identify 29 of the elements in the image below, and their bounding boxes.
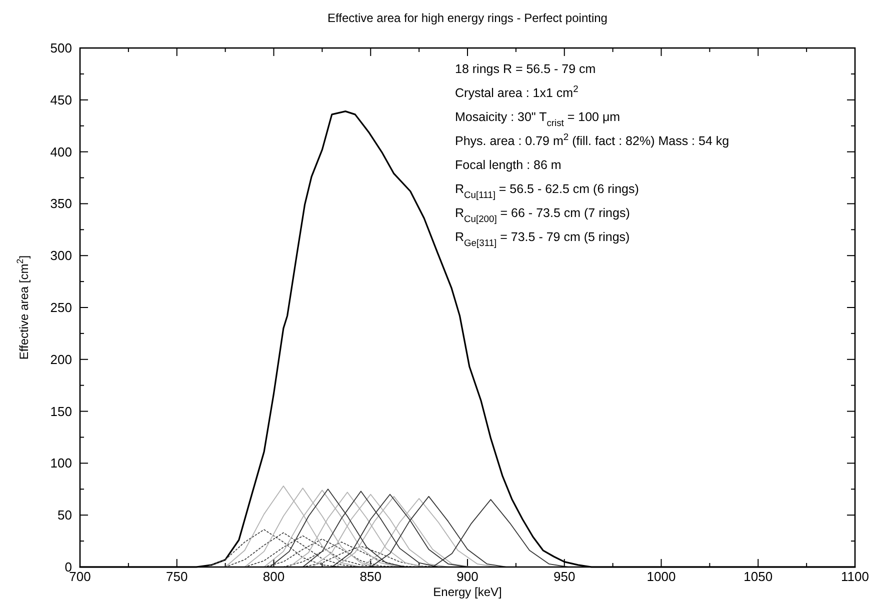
annotation: Focal length : 86 m (455, 158, 562, 172)
annotation: 18 rings R = 56.5 - 79 cm (455, 62, 596, 76)
annotation: R$_{Cu[200]}$ = 66 - 73.5 cm (7 rings) (455, 206, 630, 224)
x-tick-label: 900 (456, 569, 478, 584)
y-tick-label: 50 (58, 508, 72, 523)
y-tick-label: 150 (50, 404, 72, 419)
annotation: R$_{Ge[311]}$ = 73.5 - 79 cm (5 rings) (455, 230, 630, 248)
x-tick-label: 1000 (646, 569, 676, 584)
annotation: Phys. area : 0.79 m$^{2}$ (fill. fact : 82%) Mass : 54 kg (455, 132, 730, 148)
y-tick-label: 100 (50, 456, 72, 471)
y-tick-label: 300 (50, 248, 72, 264)
x-tick-label: 750 (166, 569, 188, 584)
y-tick-label: 200 (50, 352, 72, 367)
y-tick-label: 250 (50, 300, 72, 315)
annotation: Mosaicity : 30" T$_{crist}$ = 100 μm (455, 110, 620, 128)
x-axis-title: Energy [keV] (433, 585, 502, 599)
x-tick-label: 950 (554, 569, 576, 584)
y-tick-label: 350 (50, 196, 72, 212)
y-tick-label: 0 (64, 560, 72, 574)
x-tick-label: 1050 (744, 569, 773, 584)
x-tick-label: 800 (262, 569, 285, 584)
chart-title: Effective area for high energy rings - Perfect pointing (328, 11, 608, 25)
y-tick-label: 500 (50, 40, 72, 56)
annotation: R$_{Cu[111]}$ = 56.5 - 62.5 cm (6 rings) (455, 182, 639, 200)
x-tick-label: 850 (360, 569, 382, 584)
annotation: Crystal area : 1x1 cm$^{2}$ (455, 84, 578, 100)
y-tick-label: 400 (50, 144, 72, 160)
x-tick-label: 1100 (841, 569, 869, 584)
y-tick-label: 450 (50, 92, 72, 108)
